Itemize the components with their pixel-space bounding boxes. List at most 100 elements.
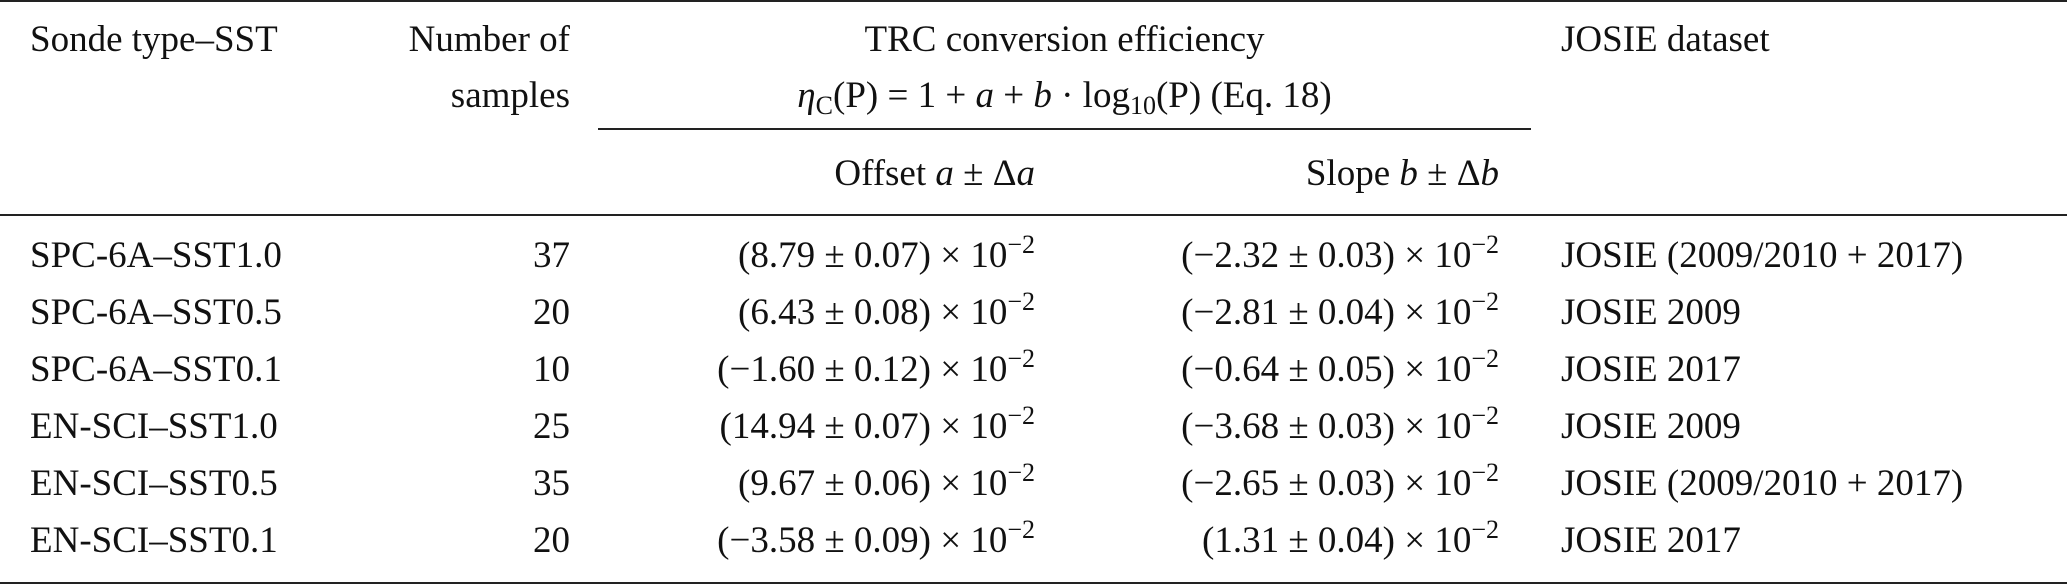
row-3-josie-text: JOSIE 2009 [1561, 406, 1741, 447]
row-2-sonde: SPC-6A–SST0.1 [30, 348, 282, 392]
row-2-slope: (−0.64 ± 0.05) × 10−2 [1181, 346, 1499, 392]
row-5-samples: 20 [533, 519, 570, 563]
row-4-slope-exponent: −2 [1471, 458, 1499, 487]
row-1-offset-text: (6.43 ± 0.08) × 10 [738, 292, 1008, 333]
slope-sym2: b [1480, 153, 1500, 194]
row-1-slope: (−2.81 ± 0.04) × 10−2 [1181, 289, 1499, 335]
row-0-josie-text: JOSIE (2009/2010 + 2017) [1561, 235, 1964, 276]
row-4-samples: 35 [533, 462, 570, 506]
slope-prefix: Slope [1305, 153, 1400, 194]
row-2-offset-text: (−1.60 ± 0.12) × 10 [717, 349, 1008, 390]
row-2-josie: JOSIE 2017 [1561, 348, 1741, 392]
row-5-slope-text: (1.31 ± 0.04) × 10 [1202, 520, 1472, 561]
offset-sym2: a [1016, 153, 1036, 194]
slope-pm: ± Δ [1417, 153, 1481, 194]
row-2-josie-text: JOSIE 2017 [1561, 349, 1741, 390]
row-4-sonde-text: EN-SCI–SST0.5 [30, 463, 278, 504]
row-5-josie: JOSIE 2017 [1561, 519, 1741, 563]
row-0-sonde-text: SPC-6A–SST1.0 [30, 235, 282, 276]
row-5-offset-text: (−3.58 ± 0.09) × 10 [717, 520, 1008, 561]
row-5-offset-exponent: −2 [1007, 515, 1035, 544]
row-1-offset-exponent: −2 [1007, 287, 1035, 316]
row-4-offset-exponent: −2 [1007, 458, 1035, 487]
row-1-offset: (6.43 ± 0.08) × 10−2 [738, 289, 1035, 335]
row-3-slope: (−3.68 ± 0.03) × 10−2 [1181, 403, 1499, 449]
eq-b: b [1033, 75, 1052, 116]
row-0-offset-exponent: −2 [1007, 230, 1035, 259]
eq-ref: (Eq. 18) [1201, 75, 1332, 116]
header-trc-title: TRC conversion efficiency [864, 19, 1265, 60]
row-4-slope-text: (−2.65 ± 0.03) × 10 [1181, 463, 1472, 504]
offset-pm: ± Δ [953, 153, 1017, 194]
offset-sym: a [935, 153, 954, 194]
row-4-samples-text: 35 [533, 463, 570, 504]
row-2-sonde-text: SPC-6A–SST0.1 [30, 349, 282, 390]
row-3-offset: (14.94 ± 0.07) × 10−2 [719, 403, 1036, 449]
row-2-slope-exponent: −2 [1471, 344, 1499, 373]
row-2-offset-exponent: −2 [1007, 344, 1035, 373]
eq-rhs: (P) [1155, 75, 1202, 116]
row-4-offset: (9.67 ± 0.06) × 10−2 [738, 460, 1035, 506]
row-1-sonde: SPC-6A–SST0.5 [30, 291, 282, 335]
eq-eta: η [797, 75, 816, 116]
row-0-slope-text: (−2.32 ± 0.03) × 10 [1181, 235, 1472, 276]
subheader-rule [598, 128, 1531, 130]
row-2-slope-text: (−0.64 ± 0.05) × 10 [1181, 349, 1472, 390]
row-5-samples-text: 20 [533, 520, 570, 561]
row-3-sonde-text: EN-SCI–SST1.0 [30, 406, 278, 447]
row-3-samples-text: 25 [533, 406, 570, 447]
row-1-josie: JOSIE 2009 [1561, 291, 1741, 335]
row-2-samples-text: 10 [533, 349, 570, 390]
row-4-josie: JOSIE (2009/2010 + 2017) [1561, 462, 1963, 506]
row-3-sonde: EN-SCI–SST1.0 [30, 405, 278, 449]
header-samples: samples [450, 75, 570, 116]
row-0-samples: 37 [533, 234, 570, 278]
header-offset: Offset a ± Δa [834, 152, 1035, 196]
bottom-rule [0, 582, 2067, 584]
header-equation: ηC(P) = 1 + a + b · log10(P) (Eq. 18) [598, 74, 1531, 120]
eq-lhs: (P) = 1 + [833, 75, 976, 116]
eq-eta-sub: C [815, 91, 833, 120]
row-0-offset: (8.79 ± 0.07) × 10−2 [738, 232, 1035, 278]
row-4-slope: (−2.65 ± 0.03) × 10−2 [1181, 460, 1499, 506]
row-5-offset: (−3.58 ± 0.09) × 10−2 [717, 517, 1035, 563]
row-1-sonde-text: SPC-6A–SST0.5 [30, 292, 282, 333]
row-0-samples-text: 37 [533, 235, 570, 276]
offset-prefix: Offset [834, 153, 936, 194]
row-0-offset-text: (8.79 ± 0.07) × 10 [738, 235, 1008, 276]
top-rule [0, 0, 2067, 2]
header-josie-dataset: JOSIE dataset [1561, 19, 1770, 60]
row-3-josie: JOSIE 2009 [1561, 405, 1741, 449]
row-0-slope-exponent: −2 [1471, 230, 1499, 259]
row-3-offset-exponent: −2 [1007, 401, 1035, 430]
row-0-slope: (−2.32 ± 0.03) × 10−2 [1181, 232, 1499, 278]
row-1-josie-text: JOSIE 2009 [1561, 292, 1741, 333]
row-4-sonde: EN-SCI–SST0.5 [30, 462, 278, 506]
row-2-samples: 10 [533, 348, 570, 392]
row-5-slope-exponent: −2 [1471, 515, 1499, 544]
row-1-samples: 20 [533, 291, 570, 335]
row-1-samples-text: 20 [533, 292, 570, 333]
header-number-of: Number of [408, 19, 570, 60]
eq-log: · log [1051, 75, 1130, 116]
header-slope: Slope b ± Δb [1306, 152, 1499, 196]
row-5-slope: (1.31 ± 0.04) × 10−2 [1202, 517, 1499, 563]
row-4-josie-text: JOSIE (2009/2010 + 2017) [1561, 463, 1964, 504]
slope-sym: b [1399, 153, 1418, 194]
row-5-sonde-text: EN-SCI–SST0.1 [30, 520, 278, 561]
row-0-josie: JOSIE (2009/2010 + 2017) [1561, 234, 1963, 278]
row-3-slope-exponent: −2 [1471, 401, 1499, 430]
row-0-sonde: SPC-6A–SST1.0 [30, 234, 282, 278]
row-1-slope-text: (−2.81 ± 0.04) × 10 [1181, 292, 1472, 333]
row-3-slope-text: (−3.68 ± 0.03) × 10 [1181, 406, 1472, 447]
row-1-slope-exponent: −2 [1471, 287, 1499, 316]
header-sonde-type: Sonde type–SST [30, 19, 278, 60]
eq-a: a [975, 75, 994, 116]
row-2-offset: (−1.60 ± 0.12) × 10−2 [717, 346, 1035, 392]
row-5-sonde: EN-SCI–SST0.1 [30, 519, 278, 563]
row-3-samples: 25 [533, 405, 570, 449]
header-rule [0, 214, 2067, 216]
row-5-josie-text: JOSIE 2017 [1561, 520, 1741, 561]
eq-log-base: 10 [1129, 91, 1156, 120]
row-3-offset-text: (14.94 ± 0.07) × 10 [719, 406, 1008, 447]
